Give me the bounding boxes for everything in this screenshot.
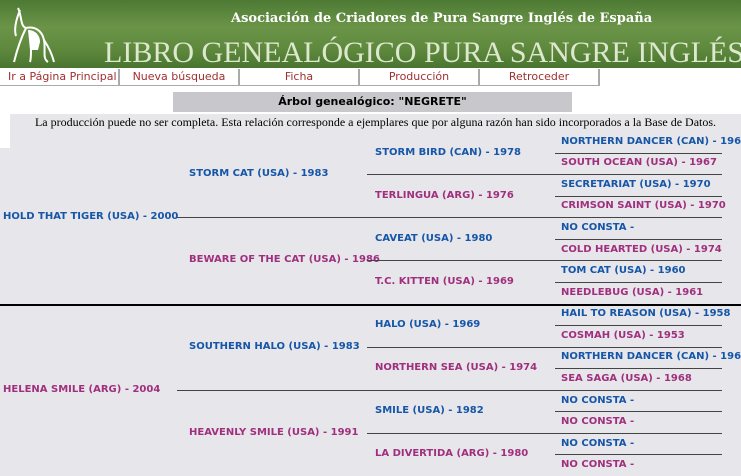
nav-new-search[interactable]: Nueva búsqueda xyxy=(120,69,240,86)
book-title: LIBRO GENEALÓGICO PURA SANGRE INGLÉS xyxy=(104,36,741,68)
pedigree-horse-gen1[interactable]: HELENA SMILE (ARG) - 2004 xyxy=(3,383,161,395)
pedigree-horse-gen4[interactable]: COSMAH (USA) - 1953 xyxy=(561,329,685,341)
pedigree-divider xyxy=(177,389,722,391)
nav-bar: Ir a Página Principal Nueva búsqueda Fic… xyxy=(0,69,600,86)
header-banner: Asociación de Criadores de Pura Sangre I… xyxy=(0,0,741,68)
pedigree-divider xyxy=(367,346,722,348)
pedigree-horse-gen4[interactable]: SEA SAGA (USA) - 1968 xyxy=(561,372,692,384)
pedigree-tree: HOLD THAT TIGER (USA) - 2000 HELENA SMILE… xyxy=(0,131,741,476)
pedigree-horse-gen4[interactable]: NO CONSTA - xyxy=(561,222,635,234)
pedigree-horse-gen3[interactable]: T.C. KITTEN (USA) - 1969 xyxy=(375,275,514,287)
pedigree-horse-gen3[interactable]: NORTHERN SEA (USA) - 1974 xyxy=(375,362,538,374)
pedigree-horse-gen2[interactable]: SOUTHERN HALO (USA) - 1983 xyxy=(189,340,360,352)
pedigree-horse-gen2[interactable]: STORM CAT (USA) - 1983 xyxy=(189,168,329,180)
pedigree-divider xyxy=(555,411,722,413)
pedigree-divider xyxy=(555,238,722,240)
pedigree-horse-gen4[interactable]: CRIMSON SAINT (USA) - 1970 xyxy=(561,200,726,212)
horse-logo-icon xyxy=(13,7,55,63)
pedigree-horse-gen4[interactable]: NEEDLEBUG (USA) - 1961 xyxy=(561,286,704,298)
pedigree-horse-gen1[interactable]: HOLD THAT TIGER (USA) - 2000 xyxy=(3,211,179,223)
pedigree-horse-gen3[interactable]: CAVEAT (USA) - 1980 xyxy=(375,232,493,244)
pedigree-horse-gen4[interactable]: NORTHERN DANCER (CAN) - 1961 xyxy=(561,135,741,147)
pedigree-divider xyxy=(367,174,722,176)
nav-back[interactable]: Retroceder xyxy=(480,69,600,86)
pedigree-horse-gen3[interactable]: LA DIVERTIDA (ARG) - 1980 xyxy=(375,448,529,460)
pedigree-horse-gen4[interactable]: NO CONSTA - xyxy=(561,416,635,428)
pedigree-horse-gen3[interactable]: STORM BIRD (CAN) - 1978 xyxy=(375,146,522,158)
pedigree-divider xyxy=(367,432,722,434)
page-title: Árbol genealógico: "NEGRETE" xyxy=(173,92,572,112)
nav-produccion[interactable]: Producción xyxy=(360,69,480,86)
pedigree-horse-gen4[interactable]: SECRETARIAT (USA) - 1970 xyxy=(561,178,711,190)
pedigree-divider xyxy=(367,260,722,262)
pedigree-divider xyxy=(555,325,722,327)
pedigree-divider xyxy=(555,195,722,197)
pedigree-horse-gen4[interactable]: COLD HEARTED (USA) - 1974 xyxy=(561,243,722,255)
pedigree-horse-gen4[interactable]: TOM CAT (USA) - 1960 xyxy=(561,265,686,277)
pedigree-horse-gen2[interactable]: BEWARE OF THE CAT (USA) - 1986 xyxy=(189,254,380,266)
pedigree-horse-gen4[interactable]: NO CONSTA - xyxy=(561,437,635,449)
pedigree-divider xyxy=(0,303,741,306)
pedigree-horse-gen2[interactable]: HEAVENLY SMILE (USA) - 1991 xyxy=(189,426,359,438)
pedigree-horse-gen3[interactable]: HALO (USA) - 1969 xyxy=(375,319,481,331)
pedigree-horse-gen3[interactable]: SMILE (USA) - 1982 xyxy=(375,405,484,417)
pedigree-divider xyxy=(555,368,722,370)
pedigree-horse-gen4[interactable]: NO CONSTA - xyxy=(561,459,635,471)
corner-blank xyxy=(0,131,10,148)
note-text: La producción puede no ser completa. Est… xyxy=(10,114,741,131)
association-name: Asociación de Criadores de Pura Sangre I… xyxy=(231,11,653,26)
pedigree-horse-gen3[interactable]: TERLINGUA (ARG) - 1976 xyxy=(375,189,514,201)
pedigree-horse-gen4[interactable]: SOUTH OCEAN (USA) - 1967 xyxy=(561,157,717,169)
pedigree-divider xyxy=(555,281,722,283)
nav-home[interactable]: Ir a Página Principal xyxy=(0,69,120,86)
pedigree-divider xyxy=(555,454,722,456)
pedigree-divider xyxy=(177,217,722,219)
nav-ficha[interactable]: Ficha xyxy=(240,69,360,86)
pedigree-divider xyxy=(555,152,722,154)
pedigree-horse-gen4[interactable]: NO CONSTA - xyxy=(561,394,635,406)
pedigree-horse-gen4[interactable]: HAIL TO REASON (USA) - 1958 xyxy=(561,308,731,320)
pedigree-horse-gen4[interactable]: NORTHERN DANCER (CAN) - 1961 xyxy=(561,351,741,363)
